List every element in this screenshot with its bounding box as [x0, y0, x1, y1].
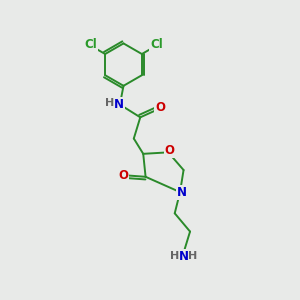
Text: N: N [176, 186, 187, 199]
Text: Cl: Cl [150, 38, 163, 51]
Text: H: H [188, 251, 197, 261]
Text: N: N [114, 98, 124, 111]
Text: O: O [155, 101, 165, 114]
Text: H: H [170, 251, 179, 261]
Text: N: N [178, 250, 189, 263]
Text: H: H [105, 98, 114, 108]
Text: Cl: Cl [84, 38, 97, 51]
Text: O: O [165, 144, 175, 158]
Text: O: O [118, 169, 128, 182]
